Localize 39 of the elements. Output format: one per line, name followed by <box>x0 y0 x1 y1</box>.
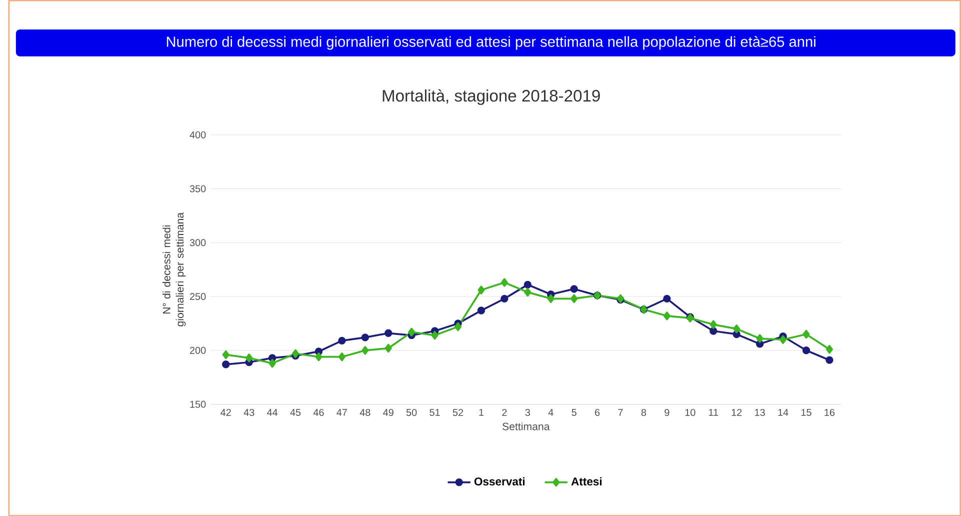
x-tick-label: 10 <box>685 408 696 416</box>
x-tick-label: 43 <box>244 408 254 416</box>
x-tick-label: 50 <box>406 408 417 416</box>
x-tick-label: 15 <box>801 408 812 416</box>
x-tick-label: 49 <box>383 408 394 416</box>
x-tick-label: 5 <box>572 408 576 416</box>
y-tick-label: 150 <box>190 400 206 408</box>
x-tick-label: 1 <box>479 408 484 416</box>
x-tick-label: 44 <box>266 408 278 416</box>
x-tick-label: 47 <box>336 408 347 416</box>
x-tick-label: 46 <box>313 408 324 416</box>
x-tick-label: 6 <box>595 408 600 416</box>
y-tick-label: 400 <box>190 131 206 138</box>
y-tick-label: 300 <box>190 238 206 246</box>
chart-subtitle: Mortalità, stagione 2018-2019 <box>382 89 600 105</box>
x-tick-label: 42 <box>220 408 231 416</box>
x-tick-label: 48 <box>360 408 370 416</box>
y-tick-label: 200 <box>190 346 206 354</box>
y-tick-label: 250 <box>190 292 206 300</box>
x-tick-label: 12 <box>732 408 742 416</box>
legend-label: Attesi <box>571 477 602 486</box>
x-tick-label: 9 <box>664 408 670 416</box>
x-tick-label: 8 <box>641 408 646 416</box>
chart-title: Numero di decessi medi giornalieri osservati ed attesi per settimana nella popolazione di età≥65 anni <box>166 36 816 50</box>
x-tick-label: 14 <box>778 408 788 416</box>
x-tick-label: 4 <box>548 408 554 416</box>
x-tick-label: 3 <box>525 408 530 416</box>
x-tick-label: 52 <box>452 408 464 416</box>
x-tick-label: 45 <box>290 408 301 416</box>
x-tick-label: 2 <box>502 408 507 416</box>
legend-label: Osservati <box>474 477 525 486</box>
x-axis-title: Settimana <box>502 422 550 430</box>
x-tick-label: 51 <box>430 408 440 416</box>
x-tick-label: 16 <box>824 408 835 416</box>
y-tick-label: 350 <box>190 185 206 192</box>
x-tick-label: 7 <box>618 408 623 416</box>
x-tick-label: 13 <box>755 408 765 416</box>
y-axis-title: N° di decessi medi giornalieri per settimana <box>162 212 186 326</box>
x-tick-label: 11 <box>708 408 718 416</box>
